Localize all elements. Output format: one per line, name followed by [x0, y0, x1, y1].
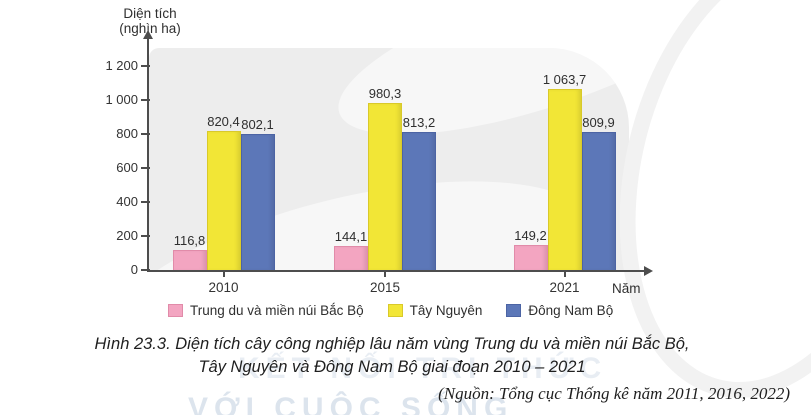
y-tick — [141, 201, 150, 203]
source-note: (Nguồn: Tổng cục Thống kê năm 2011, 2016… — [438, 384, 790, 403]
legend-swatch — [387, 304, 403, 317]
x-tick — [384, 271, 386, 277]
legend-label: Đông Nam Bộ — [528, 303, 614, 318]
y-axis-title-line2: (nghìn ha) — [119, 21, 181, 36]
bar — [240, 133, 275, 270]
y-axis-title: Diện tích (nghìn ha) — [94, 6, 206, 36]
bar-value-label: 1 063,7 — [542, 72, 587, 88]
x-tick — [222, 271, 225, 277]
caption-line2: Tây Nguyên và Đông Nam Bộ giai đoạn 2010… — [198, 358, 586, 376]
legend-item: Tây Nguyên — [387, 303, 483, 318]
x-tick — [563, 271, 566, 277]
y-tick-label: 1 000 — [105, 92, 138, 107]
y-tick — [141, 65, 150, 67]
y-tick-label: 200 — [116, 228, 138, 243]
y-tick — [141, 167, 150, 169]
bar — [172, 250, 207, 270]
publisher-watermark-line2: VỚI CUỘC SỐNG — [188, 392, 514, 415]
legend-item: Đông Nam Bộ — [506, 303, 613, 318]
bar-value-label: 980,3 — [368, 86, 402, 102]
bar-value-label: 813,2 — [402, 114, 436, 130]
bar-chart: Diện tích (nghìn ha) Năm 0 200 400 600 800 1 … — [94, 6, 653, 296]
caption-line1: Hình 23.3. Diện tích cây công nghiệp lâu… — [94, 335, 690, 353]
y-tick-label: 800 — [116, 126, 138, 141]
bar-value-label: 116,8 — [173, 233, 206, 249]
y-tick-label: 1 200 — [105, 58, 138, 73]
y-tick-label: 400 — [116, 194, 138, 209]
y-tick — [141, 133, 150, 135]
bar — [402, 131, 436, 270]
bar — [206, 130, 241, 270]
y-tick-label: 600 — [116, 160, 138, 175]
y-tick — [141, 99, 150, 101]
x-tick-label: 2021 — [549, 280, 580, 295]
x-tick-label: 2015 — [369, 280, 401, 295]
x-tick-label: 2010 — [208, 280, 239, 295]
bar-value-label: 144,1 — [334, 228, 368, 244]
y-axis-arrow-icon — [143, 30, 153, 39]
legend-label: Tây Nguyên — [409, 303, 483, 318]
y-axis-line — [147, 38, 149, 272]
x-axis-arrow-icon — [644, 266, 653, 276]
bar — [334, 245, 368, 270]
x-axis-label: Năm — [612, 281, 641, 296]
legend-swatch — [168, 304, 183, 317]
x-axis-line — [147, 270, 644, 272]
y-axis-title-line1: Diện tích — [123, 6, 177, 21]
bar — [581, 132, 616, 270]
y-tick — [141, 235, 150, 237]
legend-swatch — [506, 304, 522, 317]
y-tick-label: 0 — [130, 262, 138, 277]
legend-item: Trung du và miền núi Bắc Bộ — [168, 303, 364, 318]
y-tick — [141, 269, 150, 271]
figure-caption: Hình 23.3. Diện tích cây công nghiệp lâu… — [0, 333, 784, 379]
bar-value-label: 149,2 — [514, 227, 547, 243]
bar-value-label: 802,1 — [241, 116, 274, 132]
bar — [368, 103, 402, 270]
legend: Trung du và miền núi Bắc Bộ Tây Nguyên Đôn… — [168, 303, 613, 318]
bar — [513, 244, 548, 270]
bar — [547, 89, 582, 270]
legend-label: Trung du và miền núi Bắc Bộ — [190, 303, 364, 318]
bar-value-label: 809,9 — [582, 115, 615, 131]
bar-value-label: 820,4 — [207, 113, 240, 129]
publisher-watermark-line1: KẾT NỐI TRI THỨC — [238, 352, 608, 385]
